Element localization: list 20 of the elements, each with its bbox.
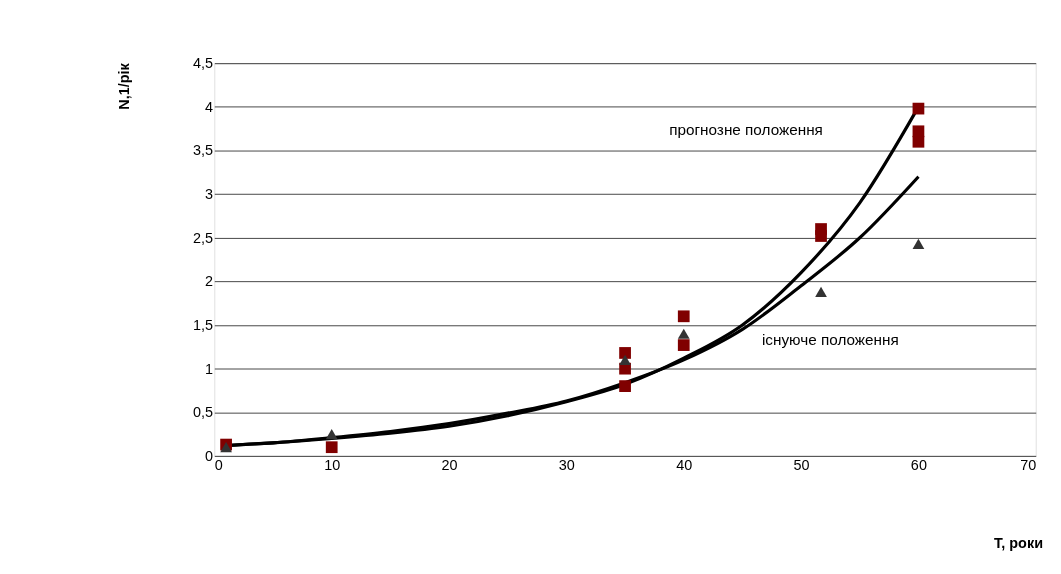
annotation: прогнозне положення — [669, 121, 823, 139]
y-tick-label: 2 — [204, 273, 214, 290]
y-tick-label: 3 — [204, 186, 214, 203]
y-tick-label: 0,5 — [192, 404, 214, 421]
x-tick-label: 40 — [676, 456, 693, 473]
y-tick-label: 4,5 — [192, 55, 214, 72]
x-tick-label: 50 — [793, 456, 810, 473]
x-axis-title: T, роки — [994, 534, 1043, 551]
x-tick-label: 70 — [1020, 456, 1037, 473]
y-tick-label: 1,5 — [192, 316, 214, 333]
y-tick-label: 3,5 — [192, 142, 214, 159]
x-tick-label: 10 — [324, 456, 341, 473]
y-tick-label: 1 — [204, 360, 214, 377]
x-tick-label: 20 — [441, 456, 458, 473]
y-axis-title: N,1/рік — [115, 62, 132, 110]
y-tick-label: 2,5 — [192, 229, 214, 246]
x-tick-label: 30 — [558, 456, 575, 473]
annotation: існуюче положення — [761, 331, 899, 349]
x-tick-label: 60 — [910, 456, 927, 473]
y-tick-label: 4 — [204, 98, 214, 115]
